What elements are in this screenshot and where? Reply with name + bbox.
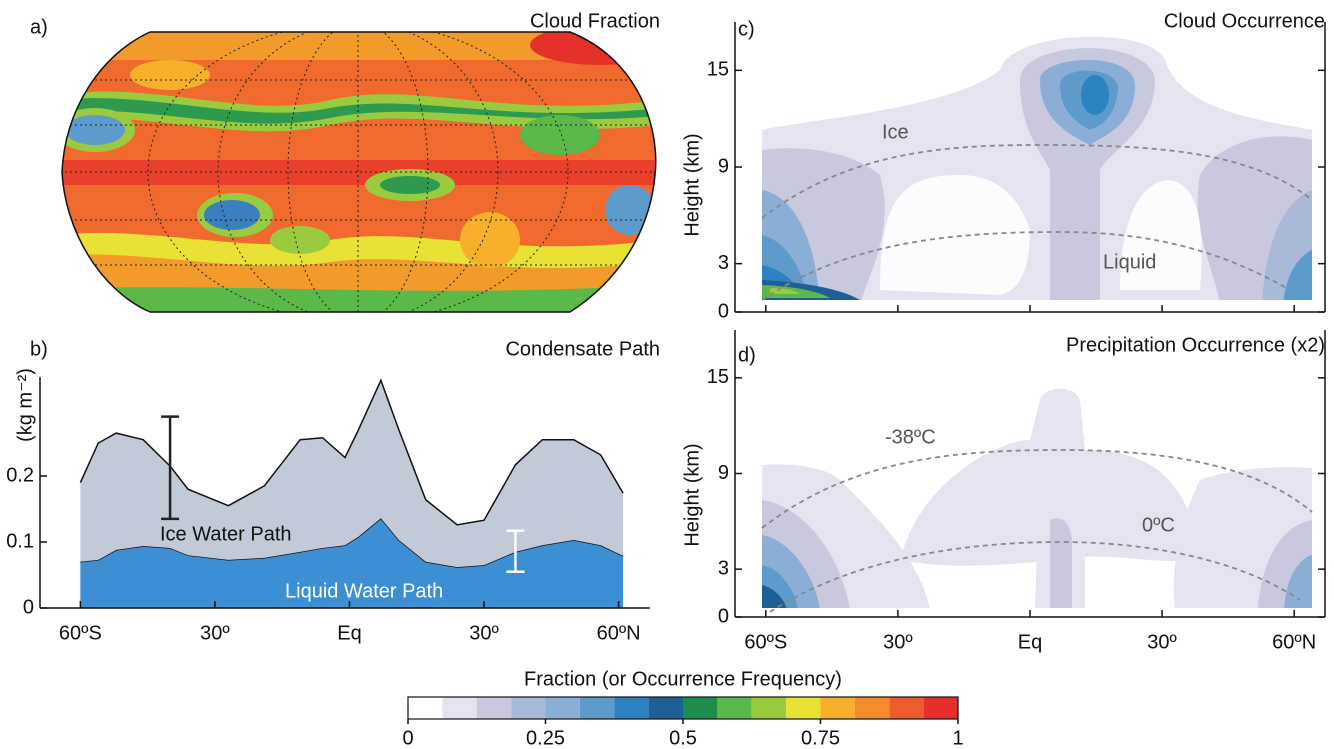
panel-title: Cloud Occurrence xyxy=(1164,10,1325,32)
y-tick-label: 0.2 xyxy=(6,464,34,486)
panel-label: b) xyxy=(30,338,48,360)
x-tick-label: Eq xyxy=(1018,631,1042,653)
y-tick-label: 0.1 xyxy=(6,530,34,552)
x-tick-label: 60ºN xyxy=(1272,631,1316,653)
annotation: -38ºC xyxy=(885,426,936,448)
graticule xyxy=(62,32,656,312)
y-tick-label: 3 xyxy=(718,252,729,274)
x-tick-label: 60ºS xyxy=(744,631,787,653)
colorbar-segment xyxy=(614,697,649,719)
annotation: Liquid xyxy=(1103,251,1156,273)
y-axis-label: (kg m⁻²) xyxy=(14,368,36,442)
isotherm xyxy=(761,144,1313,219)
colorbar-segment xyxy=(854,697,890,719)
isotherm xyxy=(761,231,1291,301)
colorbar-segment xyxy=(511,697,546,719)
colorbar-segment xyxy=(751,697,787,719)
colorbar-segment xyxy=(545,697,580,719)
colorbar-segment xyxy=(648,697,683,719)
error-bar xyxy=(161,415,180,521)
y-tick-label: 15 xyxy=(707,366,729,388)
colorbar-segment xyxy=(579,697,615,719)
x-tick-label: Eq xyxy=(337,622,361,644)
isotherm xyxy=(761,449,1313,529)
y-tick-label: 3 xyxy=(718,557,729,579)
contour-field-c xyxy=(762,36,1312,308)
panel-title: Precipitation Occurrence (x2) xyxy=(1066,334,1325,356)
panel-title: Cloud Fraction xyxy=(530,10,660,32)
area xyxy=(80,380,624,568)
plot-b xyxy=(79,378,624,608)
colorbar-segment xyxy=(408,697,443,719)
y-tick-label: 0 xyxy=(718,605,729,627)
map-outline xyxy=(61,31,657,313)
annotation: Ice xyxy=(882,121,909,143)
y-axis-label: Height (km) xyxy=(681,133,703,236)
error-bar xyxy=(506,529,525,573)
panel-label: d) xyxy=(738,344,756,366)
x-tick-label: 30º xyxy=(1147,631,1177,653)
panel-label: a) xyxy=(30,16,48,38)
y-tick-label: 9 xyxy=(718,462,729,484)
colorbar-tick-label: 0.75 xyxy=(801,727,840,749)
x-tick-label: 30º xyxy=(469,622,499,644)
y-tick-label: 0 xyxy=(718,300,729,322)
colorbar-title: Fraction (or Occurrence Frequency) xyxy=(524,668,842,690)
colorbar-tick-label: 0 xyxy=(402,727,413,749)
x-tick-label: 30º xyxy=(200,622,230,644)
colorbar-tick-label: 0.25 xyxy=(526,727,565,749)
colorbar-segment xyxy=(820,697,855,719)
y-tick-label: 15 xyxy=(707,59,729,81)
colorbar-segment xyxy=(717,697,752,719)
colorbar-tick-label: 1 xyxy=(952,727,963,749)
colorbar-segment xyxy=(683,697,718,719)
colorbar-segment xyxy=(923,697,958,719)
panel-title: Condensate Path xyxy=(505,338,660,360)
area-outline xyxy=(79,378,624,526)
colorbar-segment xyxy=(889,697,924,719)
annotation: 0ºC xyxy=(1142,514,1175,536)
x-tick-label: 60ºN xyxy=(597,622,641,644)
contour-field-d xyxy=(762,388,1312,616)
area xyxy=(80,518,624,608)
x-tick-label: 30º xyxy=(883,631,913,653)
colorbar-segment xyxy=(786,697,821,719)
y-tick-label: 0 xyxy=(23,596,34,618)
panel-label: c) xyxy=(738,18,755,40)
map xyxy=(61,31,657,313)
x-tick-label: 60ºS xyxy=(59,622,102,644)
isotherm xyxy=(769,541,1301,613)
colorbar-segment xyxy=(442,697,477,719)
series-label: Liquid Water Path xyxy=(285,580,443,602)
y-axis-label: Height (km) xyxy=(681,443,703,546)
colorbar-segment xyxy=(476,697,512,719)
colorbar-tick-label: 0.5 xyxy=(669,727,697,749)
y-tick-label: 9 xyxy=(718,155,729,177)
series-label: Ice Water Path xyxy=(160,523,292,545)
